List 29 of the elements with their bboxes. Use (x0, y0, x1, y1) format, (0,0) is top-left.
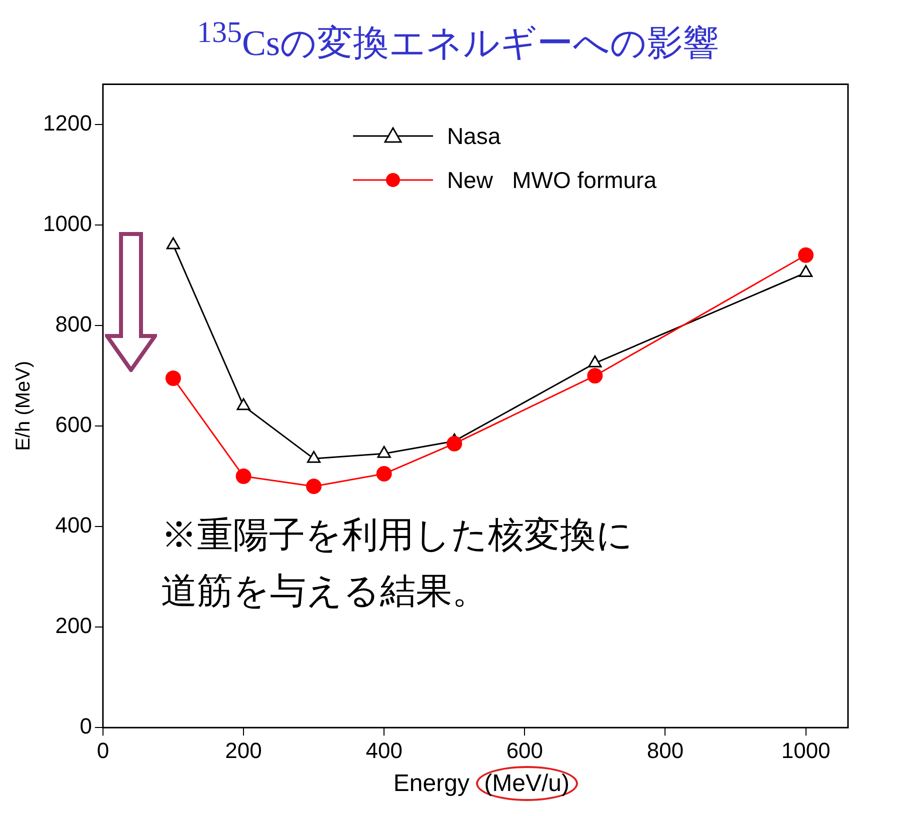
x-tick-label: 800 (646, 738, 684, 763)
y-tick-label: 1200 (42, 110, 92, 136)
point (376, 466, 392, 482)
x-tick-label: 1000 (781, 738, 830, 763)
legend-label: New MWO formura (446, 166, 657, 194)
x-tick-label: 600 (506, 738, 544, 763)
y-tick-label: 600 (55, 412, 92, 438)
point (236, 468, 252, 484)
y-tick-label: 800 (55, 312, 92, 337)
point (588, 355, 602, 368)
y-tick-label: 400 (55, 512, 92, 538)
y-axis-title: E/h (MeV) (12, 360, 35, 451)
point (446, 436, 462, 452)
point (165, 370, 181, 386)
point (306, 478, 322, 494)
legend-label: Nasa (446, 122, 501, 150)
y-tick-label: 0 (80, 714, 92, 739)
x-tick-label: 0 (96, 738, 110, 763)
point (587, 368, 603, 384)
x-tick-label: 400 (366, 738, 402, 763)
y-tick-label: 1000 (42, 211, 92, 236)
x-tick-label: 200 (225, 738, 262, 763)
point (236, 398, 250, 410)
ellipse-outline: (MeV/u) (476, 766, 578, 801)
annotation: ※重陽子を利用した核変換に道筋を与える結果。 (152, 504, 649, 624)
y-tick-label: 200 (55, 613, 92, 638)
point (166, 237, 180, 250)
point (799, 264, 813, 277)
chart-title: $^{135}$Csの変換エネルギーへの影響 (196, 15, 720, 65)
